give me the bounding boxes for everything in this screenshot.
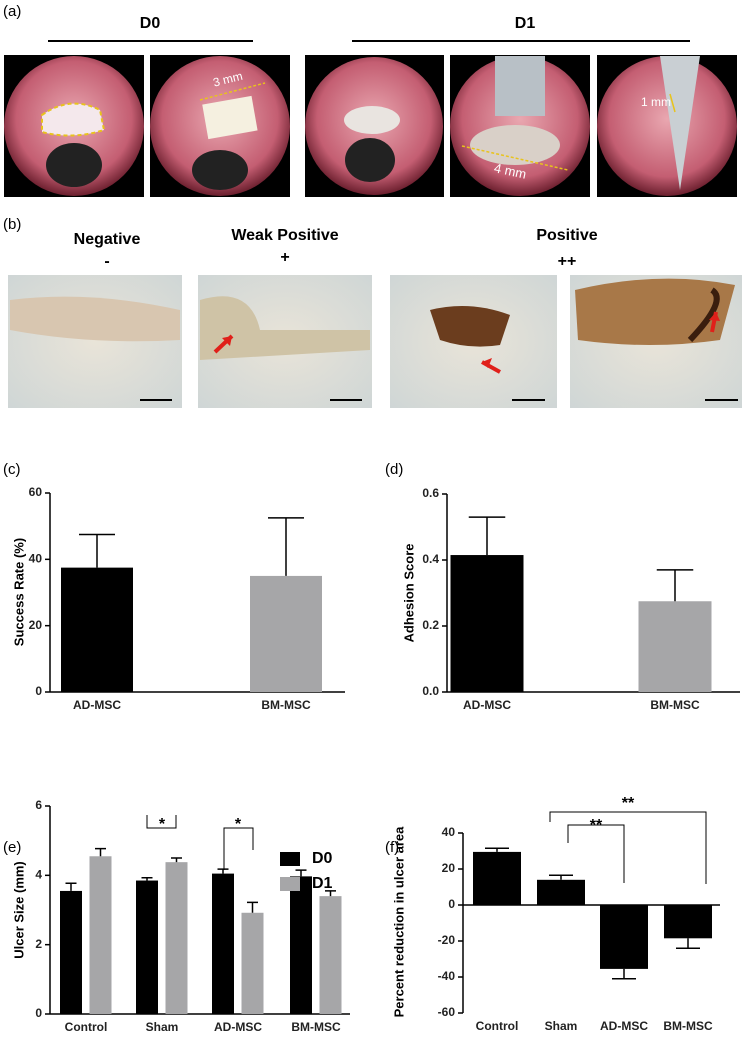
- error-bar: [141, 877, 153, 881]
- error-bar: [656, 569, 694, 602]
- y-tick-label: 20: [29, 618, 43, 632]
- legend-swatch: [280, 852, 300, 866]
- y-axis-label: Adhesion Score: [401, 544, 416, 643]
- bar: [450, 555, 524, 692]
- bar: [319, 896, 342, 1014]
- column-score: ++: [558, 253, 577, 270]
- y-tick-label: 40: [29, 552, 43, 566]
- column-score: +: [280, 249, 289, 266]
- panel-label: (e): [3, 839, 21, 856]
- panel-label: (a): [3, 3, 21, 20]
- y-tick-label: 4: [35, 868, 42, 882]
- panel-label: (d): [385, 461, 403, 478]
- error-bar: [549, 874, 573, 880]
- y-tick-label: 0.0: [422, 684, 439, 698]
- group-title: D1: [515, 15, 536, 32]
- bar: [89, 856, 112, 1014]
- group-title: D0: [140, 15, 161, 32]
- significance-label: **: [590, 817, 603, 834]
- bar: [473, 851, 521, 905]
- error-bar: [65, 882, 77, 891]
- x-tick-label: BM-MSC: [261, 698, 311, 712]
- error-bar: [485, 847, 509, 852]
- error-bar: [268, 517, 304, 576]
- error-bar: [217, 868, 229, 874]
- x-tick-label: BM-MSC: [291, 1020, 341, 1034]
- y-tick-label: 0.4: [422, 552, 439, 566]
- y-axis-label: Ulcer Size (mm): [11, 861, 26, 959]
- x-tick-label: AD-MSC: [600, 1019, 648, 1033]
- error-bar: [612, 968, 636, 980]
- error-bar: [247, 901, 258, 913]
- significance-bracket: [567, 824, 625, 883]
- x-tick-label: AD-MSC: [463, 698, 511, 712]
- column-title: Weak Positive: [231, 227, 338, 244]
- endoscopy-images: [4, 55, 737, 197]
- legend-label: D1: [312, 875, 333, 892]
- y-axis-label: Success Rate (%): [11, 538, 26, 646]
- bar: [212, 873, 234, 1014]
- bar: [664, 905, 712, 939]
- bar: [136, 880, 158, 1014]
- y-tick-label: 0: [448, 897, 455, 911]
- significance-bracket: [223, 827, 254, 870]
- y-tick-label: 20: [442, 861, 456, 875]
- error-bar: [171, 857, 182, 863]
- scale-label: 1 mm: [641, 95, 671, 109]
- bar: [600, 905, 648, 969]
- legend-swatch: [280, 877, 300, 891]
- column-title: Positive: [536, 227, 597, 244]
- y-axis-label: Percent reduction in ulcer area: [391, 826, 406, 1018]
- scale-label: 4 mm: [493, 160, 528, 181]
- x-tick-label: Sham: [545, 1019, 578, 1033]
- x-tick-label: Sham: [146, 1020, 179, 1034]
- histology-images: [8, 275, 742, 408]
- bar: [60, 890, 82, 1014]
- legend-label: D0: [312, 850, 333, 867]
- bar: [241, 912, 264, 1014]
- y-tick-label: -40: [438, 969, 456, 983]
- error-bar: [676, 938, 700, 949]
- panel-label: (f): [385, 839, 399, 856]
- x-tick-label: AD-MSC: [73, 698, 121, 712]
- y-tick-label: 0: [35, 1006, 42, 1020]
- significance-label: *: [159, 816, 166, 833]
- x-tick-label: Control: [476, 1019, 519, 1033]
- y-tick-label: -20: [438, 933, 456, 947]
- y-tick-label: 0.6: [422, 486, 439, 500]
- significance-bracket: [549, 811, 707, 884]
- panel-label: (c): [3, 461, 21, 478]
- bar: [638, 601, 712, 692]
- bar: [165, 862, 188, 1014]
- y-tick-label: 6: [35, 798, 42, 812]
- significance-label: *: [235, 816, 242, 833]
- y-tick-label: 60: [29, 485, 43, 499]
- x-tick-label: BM-MSC: [663, 1019, 713, 1033]
- bar: [537, 879, 585, 905]
- scale-markers: 3 mm 4 mm 1 mm: [199, 69, 676, 182]
- column-score: -: [104, 253, 109, 270]
- error-bar: [95, 847, 106, 857]
- y-tick-label: 40: [442, 825, 456, 839]
- significance-label: **: [622, 795, 635, 812]
- bar: [61, 567, 133, 692]
- panel-label: (b): [3, 216, 21, 233]
- bar: [250, 575, 322, 692]
- column-title: Negative: [74, 231, 141, 248]
- x-tick-label: Control: [65, 1020, 108, 1034]
- y-tick-label: -60: [438, 1005, 456, 1019]
- y-tick-label: 0.2: [422, 618, 439, 632]
- x-tick-label: AD-MSC: [214, 1020, 262, 1034]
- significance-bracket: [146, 815, 177, 829]
- error-bar: [79, 533, 115, 568]
- y-tick-label: 2: [35, 937, 42, 951]
- bar: [290, 876, 312, 1014]
- y-tick-label: 0: [35, 684, 42, 698]
- error-bar: [295, 869, 307, 877]
- error-bar: [325, 890, 336, 897]
- x-tick-label: BM-MSC: [650, 698, 700, 712]
- error-bar: [468, 516, 506, 556]
